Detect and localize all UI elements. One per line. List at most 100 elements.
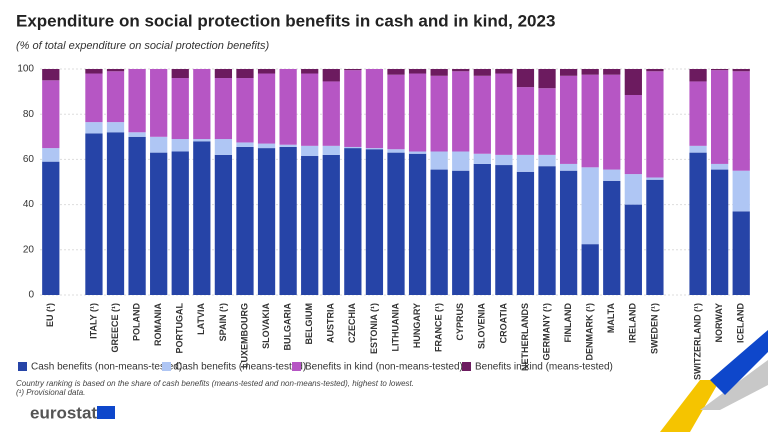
- bar-segment: [538, 69, 556, 89]
- bar-segment: [452, 170, 470, 295]
- bar-segment: [150, 69, 168, 137]
- bar-segment: [365, 149, 384, 295]
- bar-segment: [538, 88, 556, 155]
- x-tick-label: NORWAY: [714, 303, 724, 343]
- bar-segment: [538, 154, 556, 167]
- bar-segment: [279, 144, 297, 147]
- bar-segment: [236, 146, 254, 295]
- bar-segment: [624, 204, 642, 295]
- bar-segment: [106, 71, 125, 123]
- legend-swatch: [18, 362, 27, 371]
- x-tick-label: CZECHIA: [347, 303, 357, 343]
- bar-segment: [236, 142, 254, 147]
- bar-segment: [516, 69, 535, 88]
- y-tick-label: 100: [17, 64, 34, 75]
- bar-segment: [322, 81, 340, 146]
- bar-segment: [452, 71, 470, 152]
- x-tick-label: EU (¹): [45, 303, 55, 327]
- x-tick-label: MALTA: [606, 303, 616, 334]
- bar-segment: [516, 171, 535, 295]
- x-tick-label: FINLAND: [563, 303, 573, 343]
- x-tick-label: ROMANIA: [153, 303, 163, 346]
- bar-segment: [85, 73, 103, 123]
- bar-segment: [387, 152, 405, 295]
- bar-segment: [301, 69, 319, 74]
- legend-label: Benefits in kind (means-tested): [475, 362, 613, 373]
- x-tick-label: BULGARIA: [282, 303, 292, 351]
- bar-segment: [301, 156, 319, 295]
- bar-segment: [624, 94, 642, 175]
- bar-segment: [516, 87, 535, 155]
- x-tick-label: FRANCE (¹): [434, 303, 444, 352]
- legend-label: Cash benefits (non-means-tested): [31, 362, 182, 373]
- bar-segment: [624, 174, 642, 205]
- bar-segment: [711, 70, 729, 164]
- y-tick-label: 60: [23, 154, 35, 165]
- bar-segment: [257, 73, 276, 144]
- x-tick-label: ESTONIA (¹): [369, 303, 379, 354]
- bar-segment: [387, 74, 405, 150]
- bar-segment: [42, 161, 60, 295]
- bar-segment: [603, 74, 621, 170]
- bar-segment: [85, 69, 103, 74]
- x-tick-label: LATVIA: [196, 303, 206, 335]
- x-tick-label: PORTUGAL: [175, 303, 185, 354]
- chart-subtitle: (% of total expenditure on social protec…: [16, 40, 269, 52]
- bar-segment: [236, 78, 254, 143]
- bar-segment: [344, 148, 362, 295]
- bar-segment: [732, 170, 750, 212]
- bar-segment: [236, 69, 254, 79]
- bar-segment: [711, 69, 729, 71]
- bar-segment: [42, 148, 60, 162]
- bar-segment: [106, 122, 125, 133]
- logo-flag: [97, 406, 115, 419]
- bar-segment: [495, 69, 513, 74]
- y-tick-label: 0: [28, 290, 34, 301]
- x-tick-label: SLOVAKIA: [261, 303, 271, 349]
- bar-segment: [732, 69, 750, 72]
- bar-segment: [387, 149, 405, 153]
- bar-segment: [581, 69, 599, 75]
- bar-segment: [193, 69, 211, 140]
- bar-segment: [603, 69, 621, 75]
- x-tick-label: SLOVENIA: [477, 303, 487, 350]
- bar-segment: [646, 179, 664, 295]
- bar-segment: [214, 154, 233, 295]
- bar-segment: [452, 69, 470, 72]
- note: (¹) Provisional data.: [16, 388, 85, 397]
- legend-swatch: [462, 362, 471, 371]
- bar-segment: [106, 132, 125, 295]
- bar-segment: [711, 169, 729, 295]
- bar-segment: [495, 165, 513, 295]
- legend-swatch: [292, 362, 301, 371]
- bar-segment: [257, 143, 276, 149]
- bar-segment: [85, 122, 103, 134]
- bar-segment: [408, 153, 427, 295]
- x-tick-label: GERMANY (¹): [541, 303, 551, 360]
- bar-segment: [344, 69, 362, 71]
- x-tick-label: SWEDEN (¹): [649, 303, 659, 354]
- logo-text: eurostat: [30, 403, 97, 422]
- bar-segment: [473, 69, 491, 76]
- bar-segment: [689, 152, 707, 295]
- x-tick-label: POLAND: [131, 303, 141, 342]
- bar-segment: [322, 69, 340, 82]
- bar-segment: [430, 151, 448, 170]
- x-tick-label: BELGIUM: [304, 303, 314, 345]
- bar-segment: [279, 146, 297, 295]
- bar-segment: [559, 163, 578, 171]
- bar-segment: [193, 139, 211, 142]
- y-tick-label: 40: [23, 199, 35, 210]
- note: Country ranking is based on the share of…: [16, 379, 414, 388]
- bar-segment: [214, 69, 233, 79]
- bar-segment: [365, 69, 384, 149]
- bar-segment: [581, 167, 599, 245]
- bar-segment: [430, 169, 448, 295]
- bar-segment: [171, 139, 189, 152]
- bar-segment: [387, 69, 405, 75]
- x-tick-label: ICELAND: [736, 303, 746, 343]
- bar-segment: [689, 69, 707, 82]
- x-tick-label: HUNGARY: [412, 303, 422, 348]
- x-tick-label: GREECE (¹): [110, 303, 120, 353]
- x-tick-label: NETHERLANDS: [520, 303, 530, 371]
